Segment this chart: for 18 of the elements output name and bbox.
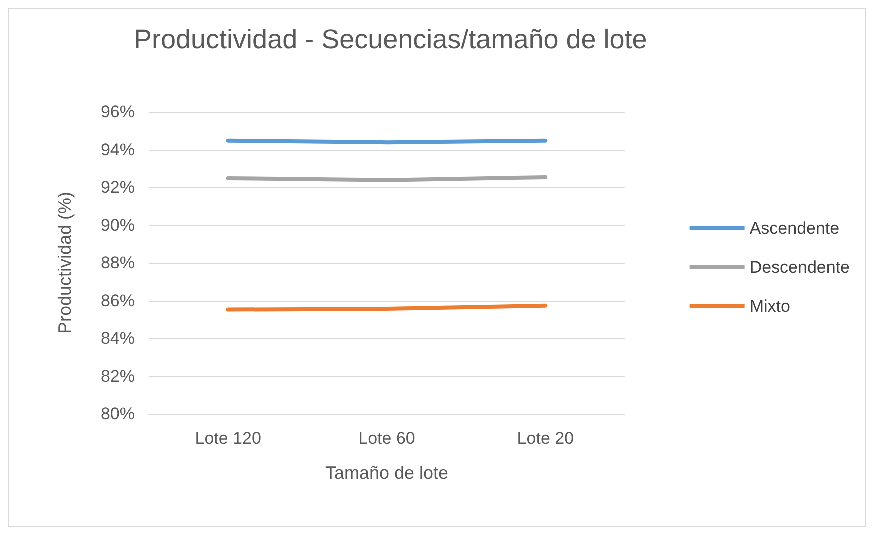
legend-label: Ascendente <box>750 219 840 238</box>
legend-label: Descendente <box>750 258 850 277</box>
y-tick-label: 84% <box>100 329 135 348</box>
y-tick-label: 82% <box>100 366 135 386</box>
x-tick-label: Lote 20 <box>517 429 574 448</box>
y-tick-label: 80% <box>100 404 135 424</box>
y-axis-title: Productividad (%) <box>55 192 75 334</box>
legend-label: Mixto <box>750 297 790 316</box>
x-tick-label: Lote 120 <box>195 429 262 448</box>
y-tick-label: 88% <box>100 254 135 272</box>
y-tick-label: 86% <box>100 291 135 310</box>
chart-title: Productividad - Secuencias/tamaño de lote <box>134 24 648 54</box>
y-tick-label: 90% <box>100 216 135 235</box>
y-tick-label: 96% <box>100 102 135 122</box>
x-axis-title: Tamaño de lote <box>325 463 449 483</box>
y-tick-label: 92% <box>100 178 135 197</box>
x-tick-label: Lote 60 <box>358 429 416 448</box>
y-tick-label: 94% <box>100 140 135 160</box>
